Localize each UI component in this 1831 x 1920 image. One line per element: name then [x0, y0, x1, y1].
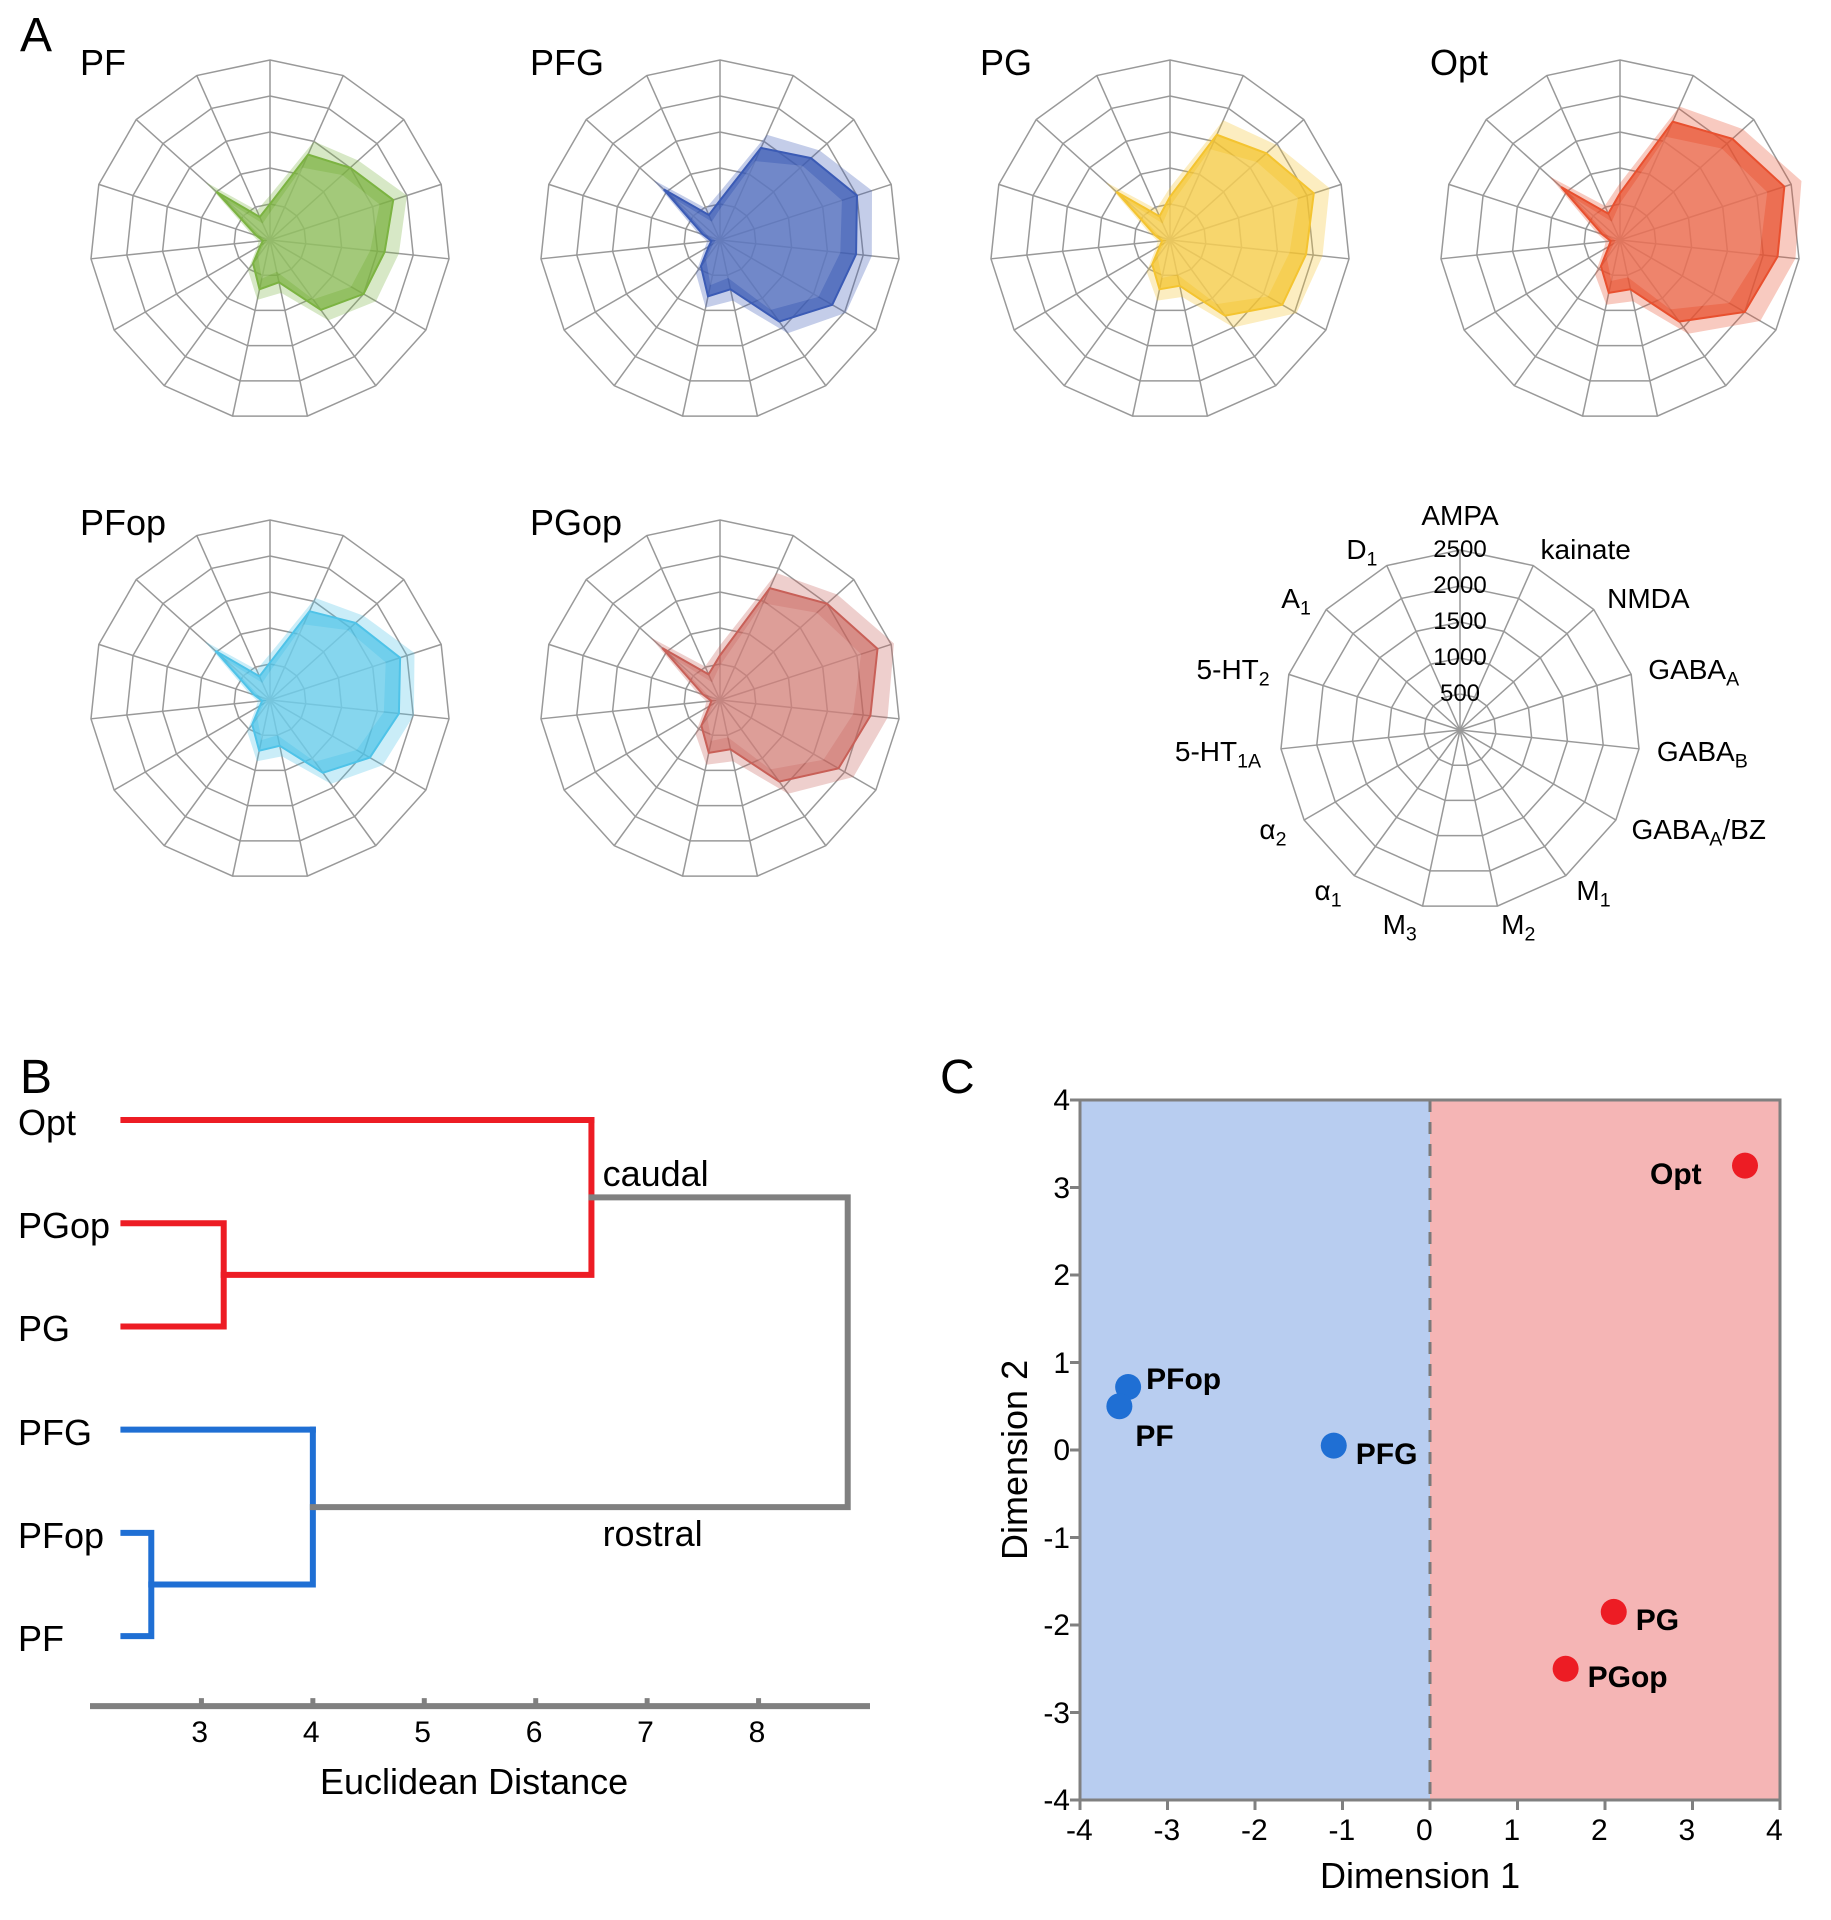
panel-letter: A	[20, 8, 52, 63]
scatter-point-label: Opt	[1650, 1158, 1702, 1192]
tick-label: 2	[1591, 1814, 1608, 1848]
tick-label: 0	[1416, 1814, 1433, 1848]
tick-label: 8	[749, 1716, 766, 1750]
axis-label: Dimension 1	[1320, 1855, 1520, 1897]
chart-svg	[70, 40, 470, 440]
radar-axis-label: α1	[1224, 875, 1342, 913]
tick-label: -3	[1030, 1697, 1070, 1731]
radar-axis-label: GABAA	[1648, 654, 1739, 692]
scatter-point-label: PG	[1636, 1604, 1679, 1638]
chart-svg	[520, 500, 920, 900]
tick-label: -2	[1241, 1814, 1268, 1848]
radar-title: PF	[80, 42, 126, 84]
tick-label: -1	[1030, 1522, 1070, 1556]
tick-label: -3	[1154, 1814, 1181, 1848]
tick-label: 3	[191, 1716, 208, 1750]
radar-axis-label: 5-HT2	[1152, 654, 1270, 692]
chart-svg	[970, 40, 1370, 440]
tick-label: 0	[1030, 1434, 1070, 1468]
axis-label: Euclidean Distance	[320, 1761, 628, 1803]
tick-label: 2	[1030, 1259, 1070, 1293]
dendrogram-label: rostral	[603, 1513, 703, 1555]
radar-ring-value: 2000	[1430, 572, 1490, 600]
tick-label: -1	[1329, 1814, 1356, 1848]
dendrogram-label: PGop	[18, 1205, 138, 1247]
panel-letter: C	[940, 1050, 975, 1105]
radar-ring-value: 2500	[1430, 536, 1490, 564]
radar-title: PFG	[530, 42, 604, 84]
axis-label: Dimension 2	[994, 1360, 1036, 1560]
dendrogram-label: PFG	[18, 1412, 138, 1454]
radar-axis-label: GABAB	[1657, 736, 1748, 774]
tick-label: -4	[1066, 1814, 1093, 1848]
radar-axis-label: D1	[1259, 534, 1377, 572]
radar-title: PG	[980, 42, 1032, 84]
tick-label: 1	[1504, 1814, 1521, 1848]
tick-label: 4	[1766, 1814, 1783, 1848]
radar-axis-label: M1	[1576, 875, 1610, 913]
radar-ring-value: 1000	[1430, 644, 1490, 672]
tick-label: 1	[1030, 1347, 1070, 1381]
tick-label: -2	[1030, 1609, 1070, 1643]
tick-label: 3	[1030, 1172, 1070, 1206]
dendrogram-label: Opt	[18, 1102, 138, 1144]
dendrogram-label: PF	[18, 1618, 138, 1660]
radar-axis-label: kainate	[1541, 534, 1631, 566]
radar-axis-label: 5-HT1A	[1143, 736, 1261, 774]
dendrogram-label: PG	[18, 1308, 138, 1350]
tick-label: 6	[526, 1716, 543, 1750]
radar-title: PFop	[80, 502, 166, 544]
radar-axis-label: α2	[1169, 814, 1287, 852]
tick-label: -4	[1030, 1784, 1070, 1818]
radar-axis-label: GABAA/BZ	[1631, 814, 1765, 852]
radar-axis-label: A1	[1193, 583, 1311, 621]
tick-label: 4	[1030, 1084, 1070, 1118]
radar-axis-label: M2	[1501, 909, 1535, 947]
radar-axis-label: NMDA	[1607, 583, 1689, 615]
chart-svg	[1000, 1080, 1820, 1910]
chart-svg	[0, 1070, 910, 1870]
tick-label: 5	[414, 1716, 431, 1750]
dendrogram-label: PFop	[18, 1515, 138, 1557]
chart-svg	[1420, 40, 1820, 440]
scatter-point-label: PFop	[1146, 1363, 1221, 1397]
radar-axis-label: M3	[1299, 909, 1417, 947]
scatter-point-label: PGop	[1588, 1661, 1668, 1695]
chart-svg	[70, 500, 470, 900]
radar-ring-value: 500	[1430, 680, 1490, 708]
scatter-point-label: PF	[1135, 1420, 1173, 1454]
tick-label: 7	[637, 1716, 654, 1750]
radar-title: Opt	[1430, 42, 1488, 84]
radar-title: PGop	[530, 502, 622, 544]
radar-axis-label: AMPA	[1400, 500, 1520, 532]
radar-ring-value: 1500	[1430, 608, 1490, 636]
tick-label: 4	[303, 1716, 320, 1750]
tick-label: 3	[1679, 1814, 1696, 1848]
dendrogram-label: caudal	[603, 1153, 709, 1195]
scatter-point-label: PFG	[1356, 1438, 1418, 1472]
chart-svg	[520, 40, 920, 440]
